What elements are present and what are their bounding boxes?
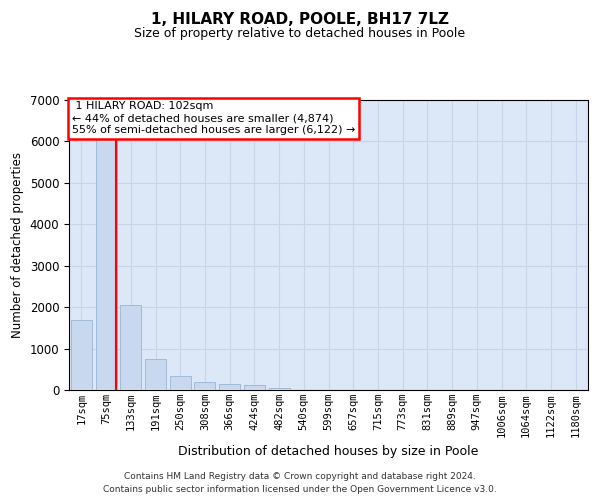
Bar xyxy=(120,305,141,390)
Bar xyxy=(219,384,240,390)
X-axis label: Distribution of detached houses by size in Poole: Distribution of detached houses by size … xyxy=(178,445,479,458)
Bar xyxy=(145,359,166,390)
Text: 1 HILARY ROAD: 102sqm
← 44% of detached houses are smaller (4,874)
55% of semi-d: 1 HILARY ROAD: 102sqm ← 44% of detached … xyxy=(71,102,355,134)
Y-axis label: Number of detached properties: Number of detached properties xyxy=(11,152,24,338)
Text: Contains public sector information licensed under the Open Government Licence v3: Contains public sector information licen… xyxy=(103,484,497,494)
Bar xyxy=(95,140,116,390)
Text: 1, HILARY ROAD, POOLE, BH17 7LZ: 1, HILARY ROAD, POOLE, BH17 7LZ xyxy=(151,12,449,28)
Bar xyxy=(194,382,215,390)
Bar xyxy=(170,376,191,390)
Bar xyxy=(244,386,265,390)
Text: Size of property relative to detached houses in Poole: Size of property relative to detached ho… xyxy=(134,28,466,40)
Bar xyxy=(71,320,92,390)
Text: Contains HM Land Registry data © Crown copyright and database right 2024.: Contains HM Land Registry data © Crown c… xyxy=(124,472,476,481)
Bar xyxy=(269,388,290,390)
